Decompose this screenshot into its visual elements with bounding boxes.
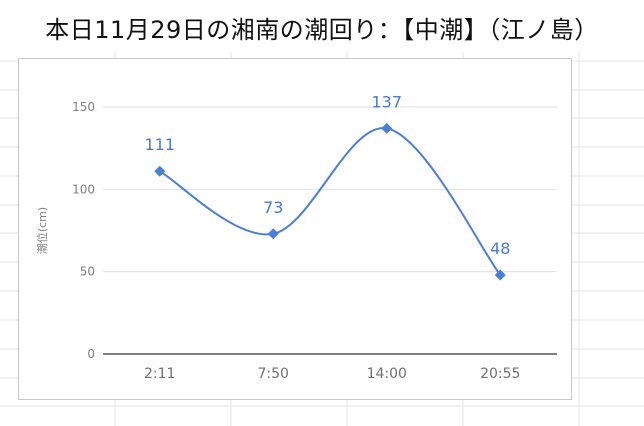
x-tick-label: 7:50: [258, 366, 289, 382]
y-axis-label: 潮位(cm): [35, 207, 49, 254]
x-tick-label: 2:11: [144, 366, 175, 382]
data-label: 48: [490, 239, 510, 258]
page-title: 本日11月29日の湘南の潮回り：【中潮】（江ノ島）: [45, 16, 599, 44]
data-label: 111: [144, 135, 175, 154]
gridlines: [103, 106, 557, 273]
data-point-marker[interactable]: [381, 122, 393, 134]
data-label: 73: [263, 198, 283, 217]
series: [154, 122, 506, 281]
series-line: [159, 127, 502, 276]
y-tick-label: 100: [72, 182, 95, 196]
axes: 0 50 100 150 2:11 7:50 14:00 20:55 潮位(cm): [35, 100, 557, 382]
chart-card[interactable]: 0 50 100 150 2:11 7:50 14:00 20:55 潮位(cm) 111 73 1…: [18, 58, 572, 400]
y-tick-label: 150: [72, 100, 95, 114]
labels: 111 73 137 48: [144, 92, 510, 258]
x-tick-label: 14:00: [367, 366, 407, 382]
data-label: 137: [371, 92, 402, 111]
data-point-marker[interactable]: [267, 228, 279, 240]
y-tick-label: 0: [87, 347, 95, 361]
x-tick-label: 20:55: [480, 366, 520, 382]
data-point-marker[interactable]: [154, 165, 166, 177]
y-tick-label: 50: [80, 265, 95, 279]
data-point-marker[interactable]: [494, 269, 506, 281]
